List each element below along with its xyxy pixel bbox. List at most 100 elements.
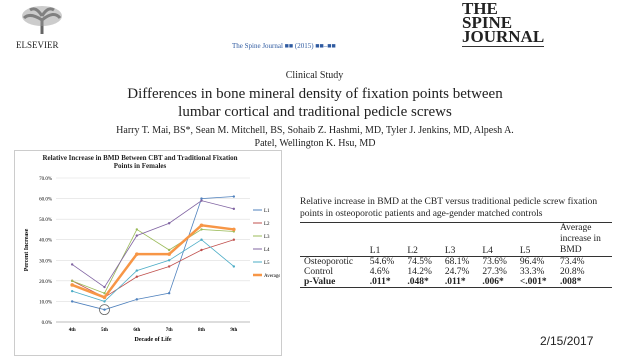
table-cell: 24.7%: [444, 267, 470, 277]
x-tick-label: 9th: [230, 328, 237, 333]
header-cell: L3: [444, 246, 456, 256]
point: [200, 228, 203, 231]
table-cell: Osteoporotic: [304, 257, 354, 267]
point: [70, 300, 74, 303]
series-line: [72, 196, 234, 311]
y-tick-label: 70.0%: [39, 177, 52, 182]
point: [135, 252, 139, 256]
paper-title: Differences in bone mineral density of f…: [127, 86, 503, 120]
x-axis-label: Decade of Life: [135, 337, 172, 343]
x-tick-label: 5th: [101, 328, 108, 333]
table-cell: p-Value: [304, 277, 336, 287]
table-cell: .011*: [369, 277, 391, 287]
legend-label: Average: [264, 274, 280, 279]
authors: Harry T. Mai, BS*, Sean M. Mitchell, BS,…: [116, 125, 514, 149]
point: [167, 292, 171, 295]
point: [135, 298, 139, 301]
point: [103, 285, 106, 289]
point: [70, 289, 74, 293]
y-tick-label: 50.0%: [39, 218, 52, 223]
series-line: [71, 239, 234, 298]
point: [200, 248, 203, 252]
legend-label: L5: [264, 261, 270, 266]
table-cell: 20.8%: [560, 267, 585, 277]
point: [135, 269, 139, 272]
header-cell: L4: [482, 246, 493, 256]
table-cell: 96.4%: [519, 257, 545, 267]
point: [135, 234, 139, 237]
y-tick-label: 10.0%: [39, 300, 52, 305]
series-line: [72, 228, 234, 294]
legend-label: L4: [264, 248, 270, 253]
point: [103, 292, 106, 295]
header-cell: Average increase in BMD: [560, 223, 601, 255]
table-cell: 27.3%: [482, 267, 507, 277]
table-cell: 73.6%: [482, 257, 507, 267]
y-tick-label: 40.0%: [39, 239, 52, 244]
elsevier-logo: [22, 6, 62, 34]
table-cell: .006*: [482, 277, 504, 287]
point: [70, 263, 74, 266]
point: [167, 265, 171, 268]
table-caption: Relative increase in BMD at the CBT vers…: [300, 196, 612, 223]
journal-line: The Spine Journal ■■ (2015) ■■–■■: [232, 42, 336, 50]
table-cell: 73.4%: [560, 257, 585, 267]
date: 2/15/2017: [540, 334, 594, 348]
point: [70, 283, 74, 287]
point: [167, 222, 171, 225]
point: [200, 199, 203, 202]
point: [103, 308, 106, 311]
table-cell: 68.1%: [444, 257, 470, 267]
header-cell: L1: [369, 246, 381, 256]
point: [232, 227, 236, 232]
logo-line: SPINE: [462, 13, 513, 32]
chart: 0.0% 10.0% 20.0% 30.0% 40.0% 50.0% 60.0% 70.0% 4…: [24, 177, 280, 343]
table-cell: 74.5%: [407, 257, 432, 267]
logo-line: JOURNAL: [462, 27, 545, 46]
header-row: L1 L2 L3 L4 L5 Average increase in BMD: [300, 223, 612, 257]
series-line: [71, 200, 234, 288]
point: [200, 197, 203, 200]
table-cell: .008*: [560, 277, 582, 287]
point: [70, 279, 74, 283]
publisher: ELSEVIER: [16, 40, 59, 50]
journal-logo: THE SPINE JOURNAL: [462, 0, 545, 47]
point: [232, 207, 236, 211]
point: [103, 300, 106, 303]
x-tick-label: 8th: [198, 328, 205, 333]
table-row: p-Value .011* .048* .011* .006* <.001* .008*: [300, 277, 612, 288]
table-cell: Control: [304, 267, 334, 277]
table-cell: 4.6%: [369, 267, 390, 277]
chart-frame: [14, 150, 282, 356]
point: [135, 228, 139, 231]
logo-line: THE: [462, 0, 498, 18]
point: [199, 223, 204, 228]
section: Clinical Study: [285, 70, 344, 81]
point: [232, 195, 236, 198]
point: [232, 238, 236, 241]
y-axis-label: Percent Increase: [24, 228, 30, 271]
header-cell: L5: [519, 246, 531, 256]
y-tick-label: 60.0%: [39, 198, 52, 203]
point: [200, 238, 203, 241]
point: [167, 248, 171, 252]
point: [135, 275, 139, 278]
series-line: [71, 224, 234, 299]
series-line: [72, 239, 235, 302]
point: [167, 252, 171, 256]
table: L1 L2 L3 L4 L5 Average increase in BMD Osteopo…: [300, 223, 612, 288]
table-cell: 14.2%: [407, 267, 432, 277]
table-block: Relative increase in BMD at the CBT vers…: [300, 196, 612, 288]
y-tick-label: 30.0%: [39, 259, 52, 264]
legend-label: L2: [264, 222, 270, 227]
y-tick-label: 0.0%: [42, 321, 52, 326]
x-tick-label: 6th: [133, 328, 140, 333]
table-cell: <.001*: [519, 277, 547, 287]
highlight-circle: [99, 304, 110, 316]
chart-title: Relative Increase in BMD Between CBT and…: [42, 154, 238, 170]
table-cell: 33.3%: [519, 267, 545, 277]
header-cell: [300, 223, 366, 257]
point: [167, 259, 171, 262]
legend-label: L3: [264, 235, 270, 240]
